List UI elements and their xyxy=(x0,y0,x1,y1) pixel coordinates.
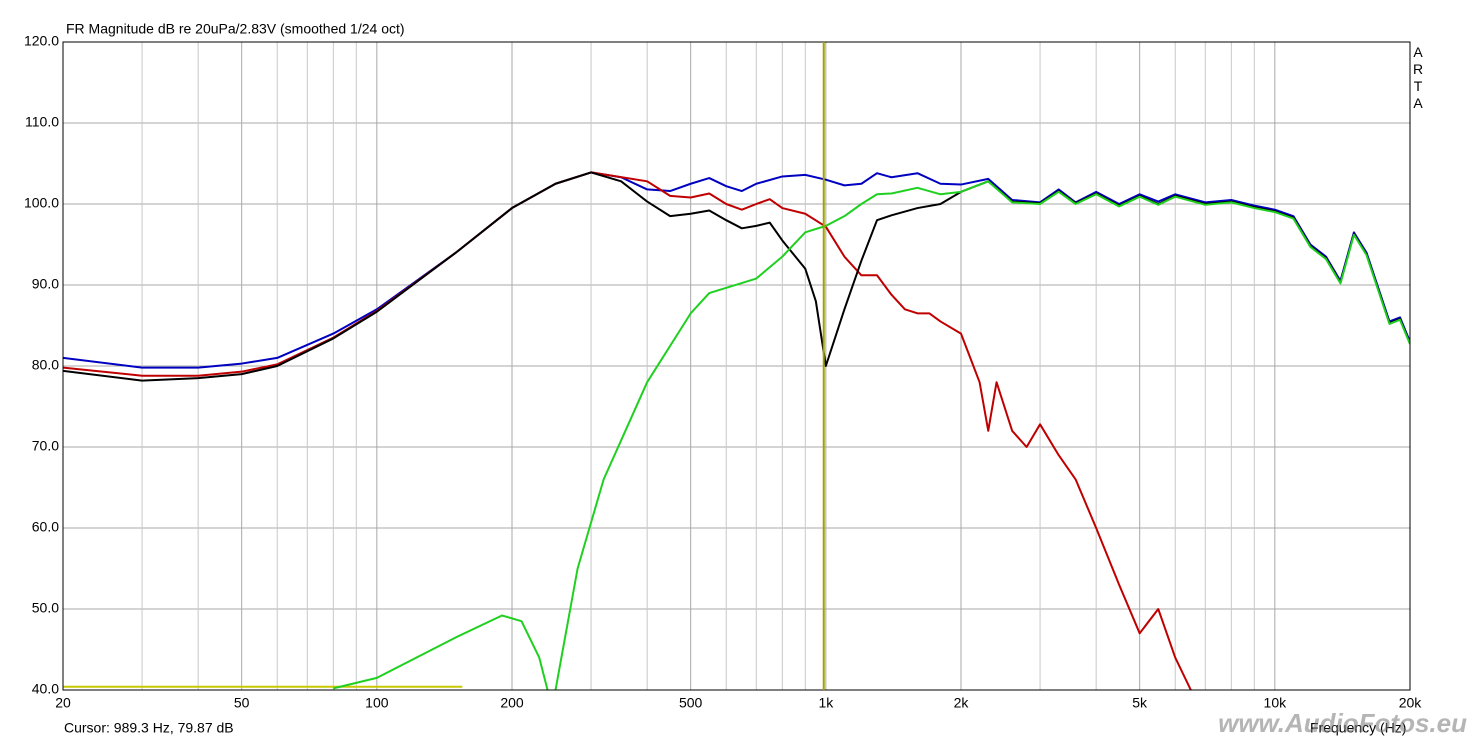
series-line xyxy=(63,171,1410,369)
x-tick-label: 20k xyxy=(1399,695,1423,711)
y-tick-label: 80.0 xyxy=(32,357,59,373)
y-tick-label: 90.0 xyxy=(32,276,59,292)
x-tick-label: 1k xyxy=(818,695,834,711)
x-tick-label: 50 xyxy=(234,695,250,711)
x-tick-label: 500 xyxy=(679,695,703,711)
x-tick-label: 200 xyxy=(500,695,524,711)
x-tick-label: 20 xyxy=(55,695,71,711)
y-tick-label: 50.0 xyxy=(32,600,59,616)
series-line xyxy=(63,171,1192,690)
x-axis-label: Frequency (Hz) xyxy=(1310,720,1406,736)
x-tick-label: 10k xyxy=(1264,695,1288,711)
plot-frame xyxy=(62,41,1411,691)
series-line xyxy=(333,180,1410,690)
side-label: ARTA xyxy=(1412,44,1424,111)
cursor-readout: Cursor: 989.3 Hz, 79.87 dB xyxy=(64,720,234,736)
x-tick-label: 5k xyxy=(1132,695,1148,711)
y-tick-label: 70.0 xyxy=(32,438,59,454)
y-tick-label: 100.0 xyxy=(24,195,59,211)
watermark: www.AudioFotos.eu xyxy=(1218,708,1467,738)
y-tick-label: 120.0 xyxy=(24,33,59,49)
chart-title: FR Magnitude dB re 20uPa/2.83V (smoothed… xyxy=(66,21,405,37)
y-tick-label: 60.0 xyxy=(32,519,59,535)
y-tick-label: 110.0 xyxy=(25,114,59,130)
y-tick-label: 40.0 xyxy=(32,681,59,697)
x-tick-label: 2k xyxy=(954,695,970,711)
x-tick-label: 100 xyxy=(365,695,389,711)
